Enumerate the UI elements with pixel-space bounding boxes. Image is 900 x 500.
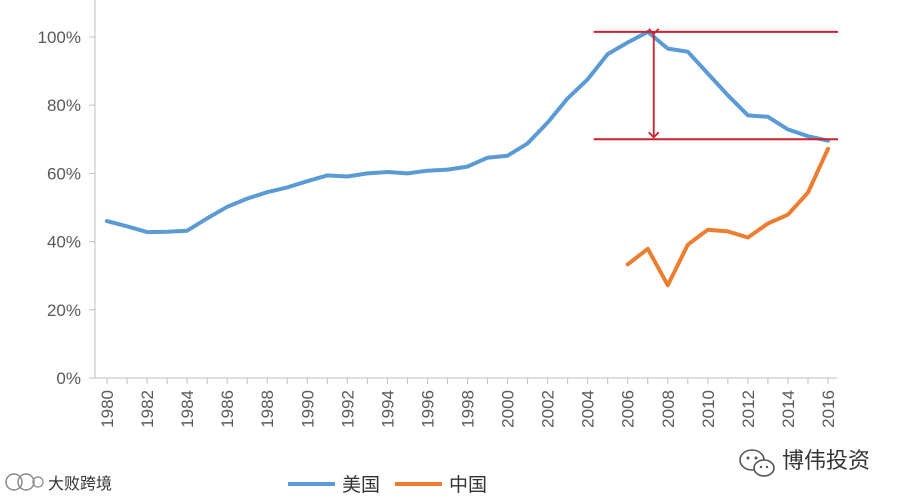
x-tick-label: 2016: [819, 390, 838, 428]
wechat-icon: [739, 449, 775, 477]
x-tick-label: 2000: [499, 390, 518, 428]
x-tick-label: 2006: [619, 390, 638, 428]
x-tick-label: 2002: [539, 390, 558, 428]
y-tick-label: 20%: [47, 301, 81, 320]
y-tick-label: 40%: [47, 233, 81, 252]
x-tick-label: 1986: [218, 390, 237, 428]
legend-label-us: 美国: [342, 474, 380, 496]
x-tick-label: 1980: [98, 390, 117, 428]
x-tick-label: 2004: [579, 390, 598, 428]
x-tick-label: 1988: [258, 390, 277, 428]
watermark-right-text: 博伟投资: [782, 449, 870, 474]
x-tick-label: 2008: [659, 390, 678, 428]
series-line-cn: [625, 146, 830, 288]
annotation-layer: [593, 28, 839, 141]
x-tick-label: 1990: [298, 390, 317, 428]
y-tick-label: 0%: [56, 369, 81, 388]
y-tick-label: 60%: [47, 164, 81, 183]
ico-logo: [5, 473, 44, 491]
x-axis: 1980 1982 1984 1986 1988 1990 1992 1994 1996 1998…: [95, 377, 838, 428]
series-line-us: [105, 29, 830, 235]
x-tick-label: 2012: [739, 390, 758, 428]
x-tick-label: 1992: [338, 390, 357, 428]
x-tick-label: 2010: [699, 390, 718, 428]
series-layer: [105, 29, 830, 288]
legend: 美国 中国: [288, 474, 487, 496]
x-tick-label: 1984: [178, 390, 197, 428]
y-tick-label: 100%: [38, 28, 81, 47]
x-tick-label: 1982: [138, 390, 157, 428]
watermark-left: 大败跨境: [5, 473, 112, 493]
x-tick-label: 2014: [779, 390, 798, 428]
watermark-right: 博伟投资: [739, 449, 870, 477]
watermark-left-text: 大败跨境: [48, 474, 112, 493]
x-tick-label: 1994: [378, 390, 397, 428]
y-axis: 0% 20% 40% 60% 80% 100%: [38, 0, 96, 388]
x-tick-label: 1996: [418, 390, 437, 428]
legend-label-cn: 中国: [449, 474, 487, 496]
y-tick-label: 80%: [47, 96, 81, 115]
x-tick-label: 1998: [459, 390, 478, 428]
